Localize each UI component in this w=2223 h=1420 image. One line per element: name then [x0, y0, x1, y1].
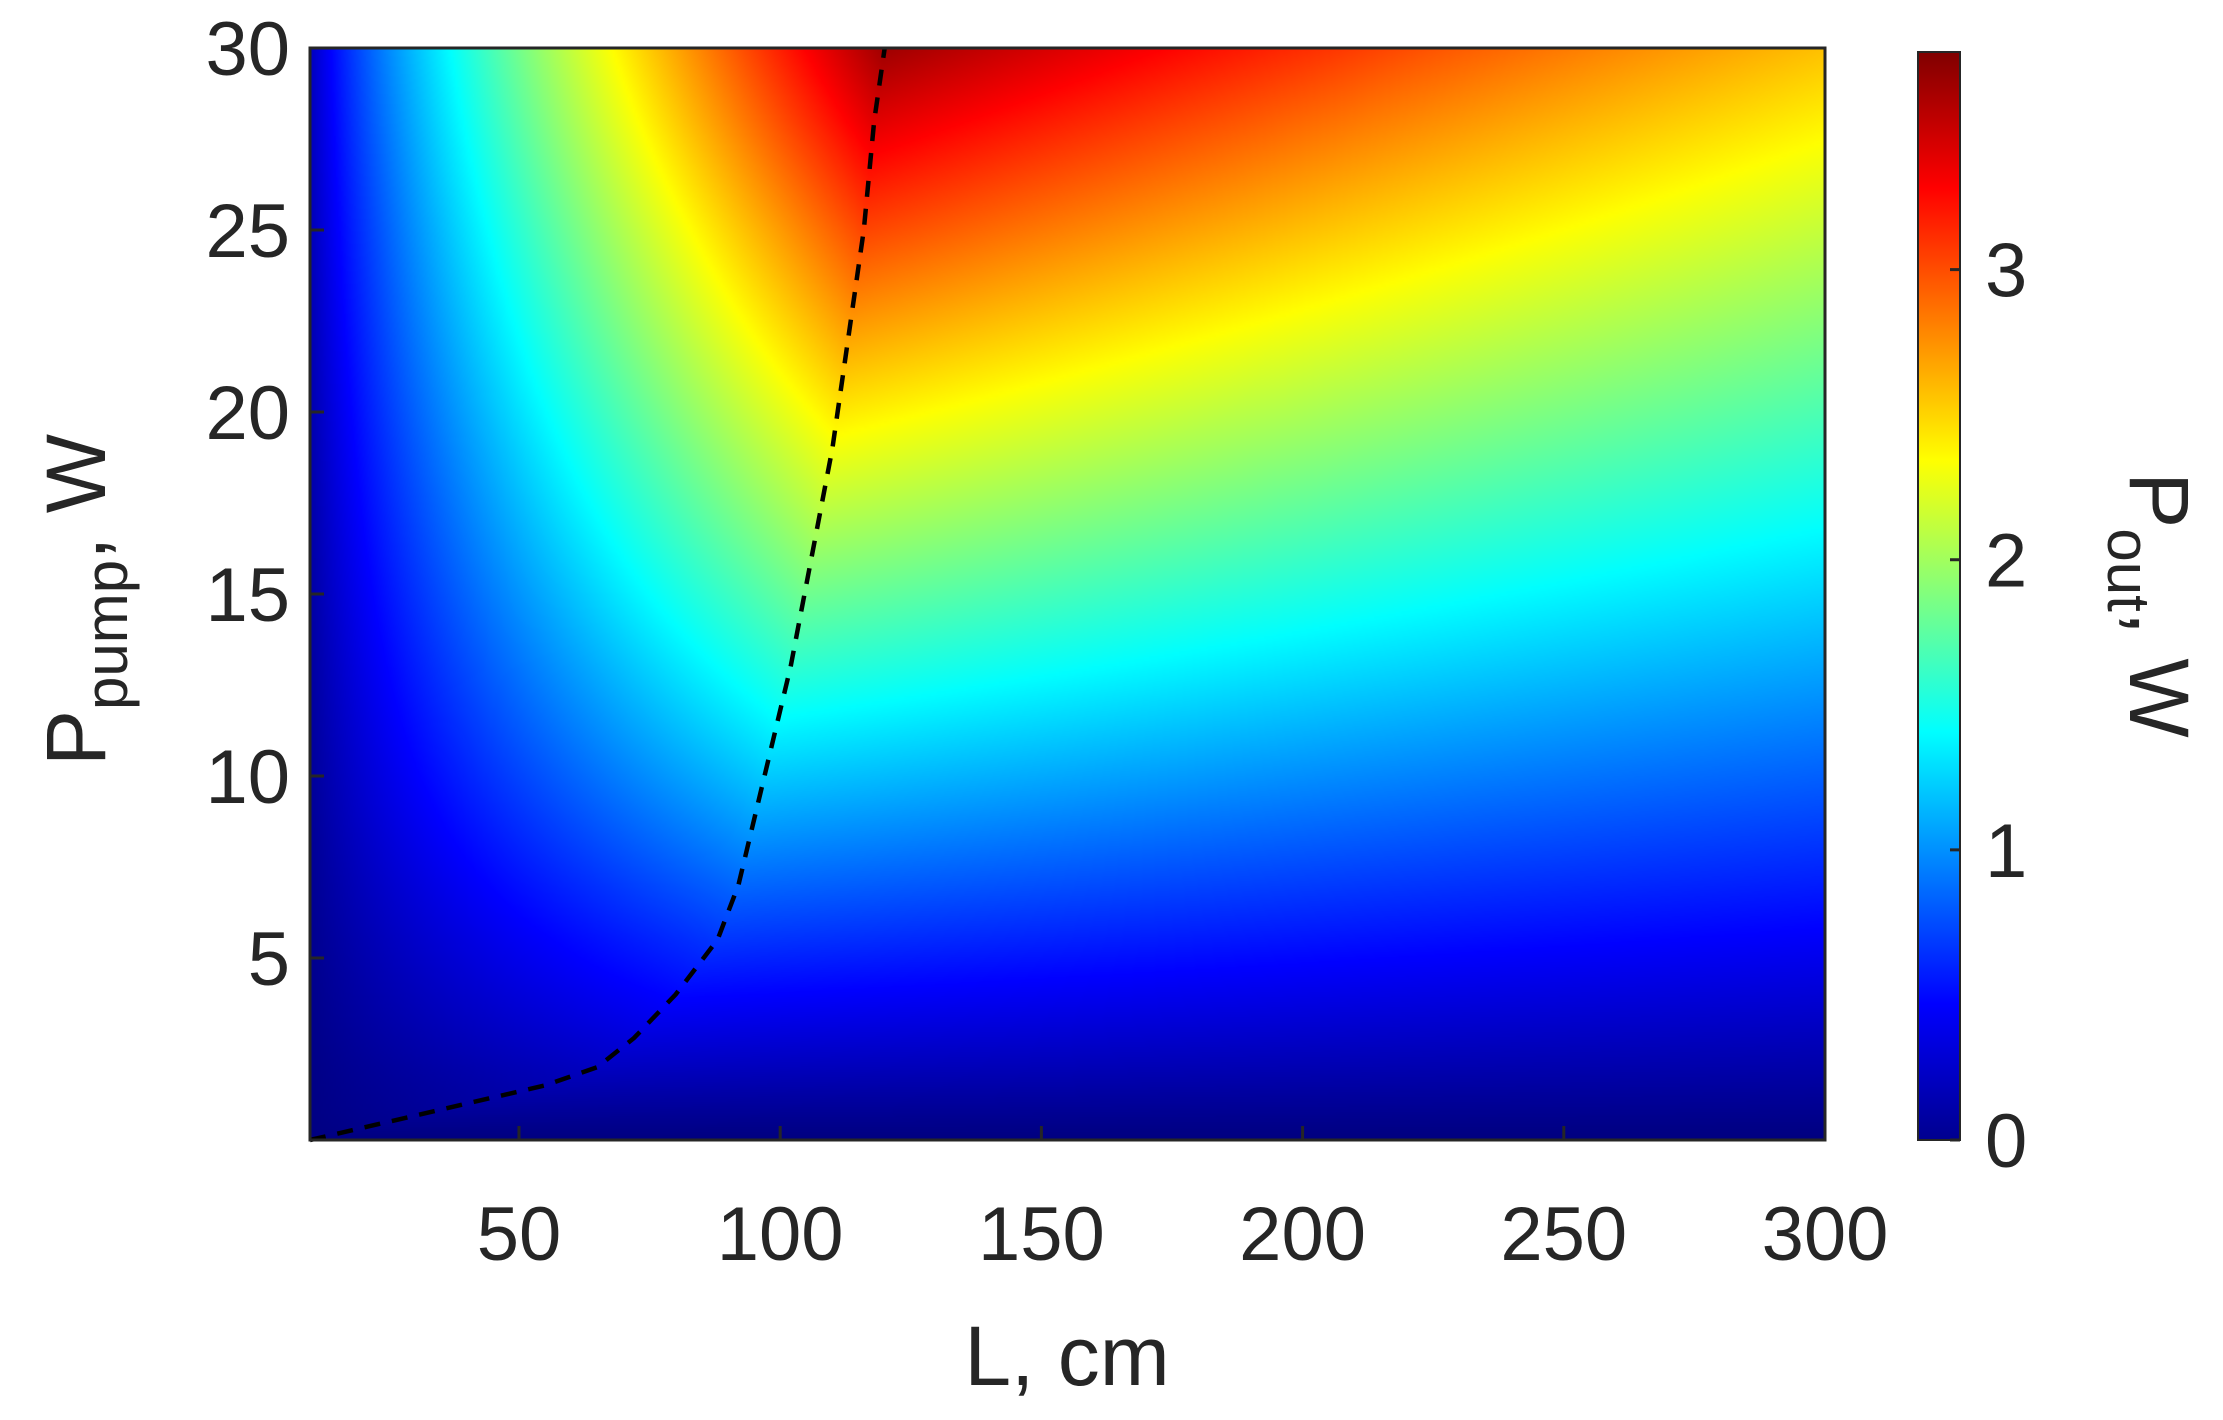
optimal-length-curve [309, 47, 887, 1143]
y-axis-title-tail: , W [29, 434, 123, 560]
x-tick-label: 50 [477, 1192, 562, 1277]
colorbar-ticks: 0 1 2 3 [1950, 229, 2027, 1184]
y-tick-label: 15 [205, 553, 290, 638]
y-axis-ticks: 5 10 15 20 25 30 [205, 7, 324, 1002]
y-tick-label: 5 [248, 917, 290, 1002]
x-tick-label: 200 [1239, 1192, 1366, 1277]
colorbar-tick-label: 0 [1985, 1099, 2027, 1184]
colorbar-title-sub: out [2095, 528, 2162, 612]
x-axis-title: L, cm [964, 1309, 1169, 1403]
colorbar-title: Pout, W [2095, 472, 2206, 737]
svg-text:Pout, W: Pout, W [2095, 472, 2206, 737]
y-tick-label: 20 [205, 371, 290, 456]
y-axis-title: Ppump, W [29, 434, 140, 766]
x-tick-label: 300 [1762, 1192, 1889, 1277]
colorbar-title-main: P [2112, 472, 2206, 528]
y-tick-label: 10 [205, 735, 290, 820]
colorbar-tick-label: 2 [1985, 519, 2027, 604]
colorbar [1917, 51, 1961, 1141]
heatmap-surface [310, 48, 1825, 1140]
colorbar-tick-label: 3 [1985, 229, 2027, 314]
x-axis-ticks: 50 100 150 200 250 300 [477, 1126, 1889, 1277]
y-axis-title-sub: pump [73, 560, 140, 710]
x-tick-label: 250 [1500, 1192, 1627, 1277]
x-tick-label: 150 [978, 1192, 1105, 1277]
x-tick-label: 100 [717, 1192, 844, 1277]
svg-text:Ppump, W: Ppump, W [29, 434, 140, 766]
colorbar-tick-label: 1 [1985, 809, 2027, 894]
y-tick-label: 25 [205, 189, 290, 274]
colorbar-title-tail: , W [2112, 612, 2206, 738]
y-tick-label: 30 [205, 7, 290, 92]
y-axis-title-main: P [29, 710, 123, 766]
